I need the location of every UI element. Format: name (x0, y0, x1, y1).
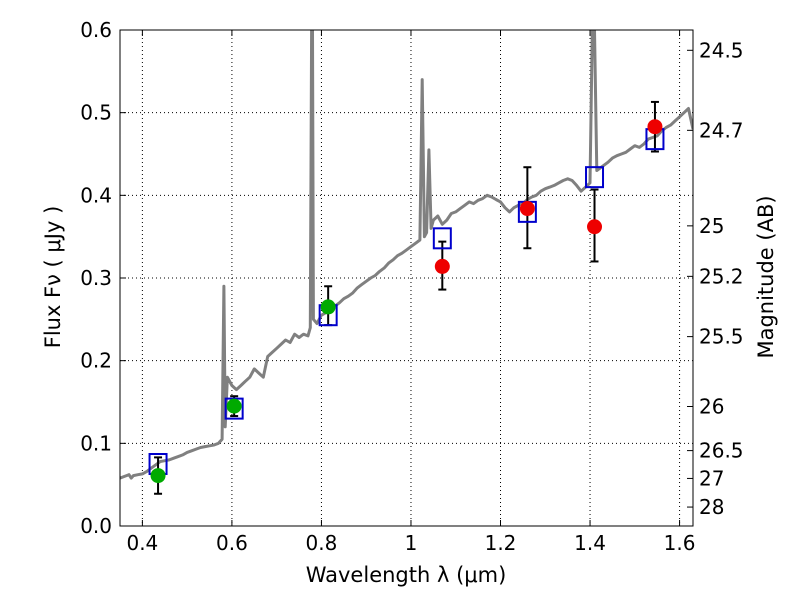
y-tick-label: 0.2 (80, 349, 112, 373)
right-tick-label: 24.7 (699, 118, 744, 142)
y-tick-label: 0.0 (80, 514, 112, 538)
observed-optical-marker (320, 299, 336, 315)
observed-optical-marker (226, 398, 242, 414)
right-axis-label: Magnitude (AB) (754, 195, 778, 358)
right-tick-label: 24.5 (699, 38, 744, 62)
right-tick-label: 26 (699, 395, 724, 419)
tick-labels: 0.4 0.6 0.8 1 1.2 1.4 1.6 0.0 0.1 0.2 0.3 0.4 0.5 0.6… (80, 18, 743, 555)
x-tick-label: 0.4 (126, 531, 158, 555)
model-square-marker (224, 397, 244, 420)
right-tick-label: 25.2 (699, 264, 744, 288)
y-tick-label: 0.5 (80, 101, 112, 125)
observed-ir-marker (519, 201, 535, 217)
model-square-marker (432, 227, 452, 250)
x-tick-label: 1.6 (664, 531, 696, 555)
points-layer (148, 100, 665, 495)
model-square-marker (585, 166, 605, 189)
y-tick-label: 0.6 (80, 18, 112, 42)
x-tick-label: 1.2 (485, 531, 517, 555)
x-axis-label: Wavelength λ (μm) (306, 563, 507, 587)
observed-ir-marker (587, 219, 603, 235)
x-tick-label: 0.8 (306, 531, 338, 555)
x-tick-label: 1 (405, 531, 418, 555)
observed-ir-marker (434, 258, 450, 274)
right-tick-label: 27 (699, 466, 724, 490)
right-tick-label: 25.5 (699, 325, 744, 349)
observed-optical-marker (150, 468, 166, 484)
observed-ir-marker (647, 119, 663, 135)
x-tick-label: 1.4 (574, 531, 606, 555)
axes-frame (119, 29, 694, 527)
right-tick-label: 28 (699, 495, 724, 519)
y-tick-label: 0.1 (80, 431, 112, 455)
x-tick-label: 0.6 (216, 531, 248, 555)
y-axis-label: Flux Fν ( μJy ) (41, 206, 65, 349)
right-tick-label: 26.5 (699, 439, 744, 463)
y-tick-label: 0.4 (80, 183, 112, 207)
spectrum-line (120, 30, 693, 480)
spectrum-layer (120, 30, 693, 480)
grid-lines (120, 29, 693, 527)
right-tick-label: 25 (699, 214, 724, 238)
plot-frame (119, 29, 694, 527)
y-tick-label: 0.3 (80, 266, 112, 290)
